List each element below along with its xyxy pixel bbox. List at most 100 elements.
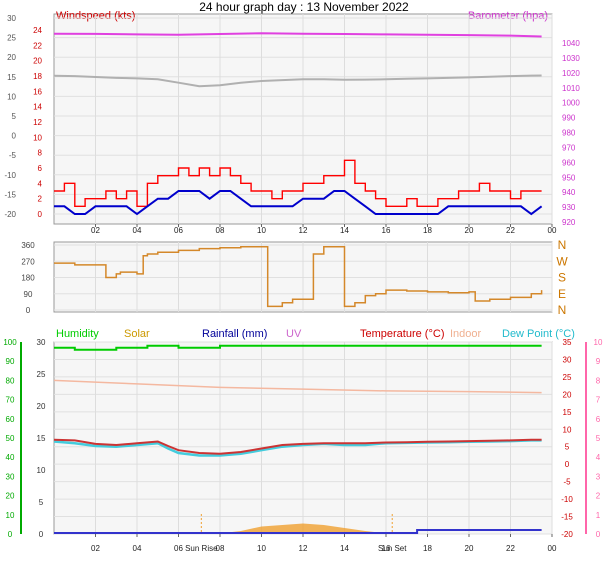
x-tick-label: 12 [299,544,308,553]
y-tick-label: 30 [563,355,572,364]
y-tick-label: 90 [6,357,15,366]
y-tick-label: 970 [562,143,576,152]
y-tick-label: 25 [7,34,16,43]
y-tick-label: 20 [37,402,46,411]
direction-degree-ticks: 360 270 180 90 0 [21,241,35,315]
y-tick-label: 5 [12,112,17,121]
y-tick-label: 12 [33,118,42,127]
y-tick-label: -10 [4,171,16,180]
y-tick-label: 0 [596,530,601,539]
gust-line [54,159,542,207]
x-tick-label: 00 [548,544,557,553]
y-tick-label: 15 [37,434,46,443]
y-tick-label: 7 [596,396,601,405]
x-tick-label: 00 [548,226,557,235]
rainfall-ticks: 30 25 20 15 10 5 0 [37,338,46,539]
y-tick-label: 30 [7,14,16,23]
y-tick-label: 16 [33,87,42,96]
y-tick-label: -5 [9,151,17,160]
y-tick-label: 1030 [562,54,580,63]
y-tick-label: 10 [33,133,42,142]
panel-temp-humidity-x-ticks: 02 04 06 08 10 12 14 16 18 20 22 00 Sun Rise Sun Set [91,534,557,553]
y-tick-label: 14 [33,103,42,112]
y-tick-label: 0 [8,530,13,539]
y-tick-label: 100 [3,338,17,347]
panel-wind-baro-x-ticks: 02 04 06 08 10 12 14 16 18 20 22 00 [91,224,557,235]
x-tick-label: 16 [382,226,391,235]
y-tick-label: 950 [562,173,576,182]
y-tick-label: 1000 [562,99,580,108]
y-tick-label: 1010 [562,84,580,93]
y-tick-label: -5 [563,478,571,487]
y-tick-label: 15 [563,408,572,417]
y-tick-label: 30 [6,472,15,481]
y-tick-label: 20 [7,53,16,62]
x-tick-label: 04 [133,226,142,235]
y-tick-label: 990 [562,114,576,123]
y-tick-label: 0 [565,460,570,469]
x-tick-label: 18 [423,544,432,553]
y-tick-label: 18 [33,72,42,81]
y-tick-label: 2 [38,195,43,204]
x-tick-label: 02 [91,544,100,553]
temperature-ticks: 35 30 25 20 15 10 5 0 -5 -10 -15 -20 [561,338,573,539]
y-tick-label: 5 [565,443,570,452]
barometer-ticks: 1040 1030 1020 1010 1000 990 980 970 960 950 940 93… [562,39,580,227]
y-tick-label: 0 [26,306,31,315]
x-tick-label: 20 [465,226,474,235]
y-tick-label: -15 [561,513,573,522]
solar-area [201,523,393,534]
compass-label: W [556,254,568,268]
compass-label: N [558,303,567,317]
y-tick-label: 0 [39,530,44,539]
y-tick-label: 35 [563,338,572,347]
y-tick-label: 20 [33,57,42,66]
temperature-line [53,438,542,455]
y-tick-label: 30 [37,338,46,347]
y-tick-label: 4 [596,453,601,462]
y-tick-label: 270 [21,257,35,266]
barometer-axis-label: Barometer (hpa) [468,10,548,22]
y-tick-label: 6 [38,164,43,173]
rainfall-line [54,529,542,534]
x-tick-label: 10 [257,226,266,235]
y-tick-label: 1040 [562,39,580,48]
legend-item: UV [286,328,302,340]
panel-temp-humidity: Humidity Solar Rainfall (mm) UV Temperature … [3,328,603,553]
y-tick-label: 50 [6,434,15,443]
y-tick-label: 10 [37,466,46,475]
y-tick-label: 90 [24,290,33,299]
pressure-trace-line [53,74,542,88]
wind-direction-line [54,246,543,308]
panel-temp-humidity-grid [54,341,553,535]
y-tick-label: 0 [12,132,17,141]
x-tick-label: 20 [465,544,474,553]
sunset-label: Sun Set [378,544,407,553]
y-tick-label: 180 [21,274,35,283]
y-tick-label: 40 [6,453,15,462]
x-tick-label: 22 [506,544,515,553]
panel-temp-humidity-series [53,344,542,534]
humidity-line [54,344,542,351]
y-tick-label: 6 [596,415,601,424]
x-tick-label: 08 [216,544,225,553]
y-tick-label: 920 [562,218,576,227]
y-tick-label: 5 [596,434,601,443]
x-tick-label: 04 [133,544,142,553]
y-tick-label: 960 [562,158,576,167]
y-tick-label: 5 [39,498,44,507]
y-tick-label: 980 [562,129,576,138]
y-tick-label: 1 [596,511,601,520]
y-tick-label: 8 [38,149,43,158]
y-tick-label: 10 [7,92,16,101]
y-tick-label: 930 [562,203,576,212]
y-tick-label: 1020 [562,69,580,78]
y-tick-label: 22 [33,41,42,50]
y-tick-label: 10 [6,511,15,520]
x-tick-label: 08 [216,226,225,235]
y-tick-label: 60 [6,415,15,424]
y-tick-label: 20 [6,492,15,501]
